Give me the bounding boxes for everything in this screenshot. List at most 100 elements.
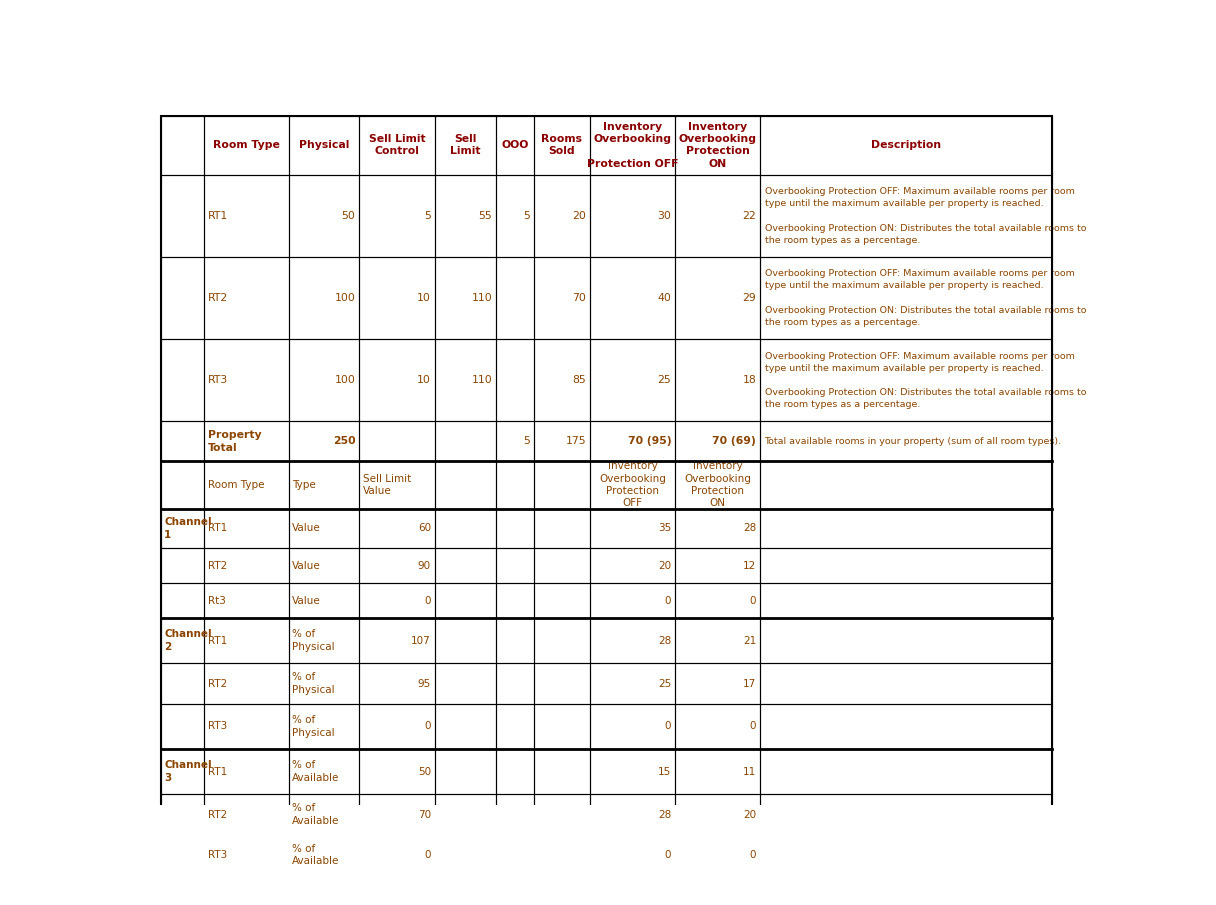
Bar xyxy=(204,749,288,795)
Text: RT1: RT1 xyxy=(208,523,227,533)
Text: RT3: RT3 xyxy=(208,376,227,386)
Text: RT1: RT1 xyxy=(208,211,227,221)
Text: 11: 11 xyxy=(743,767,756,776)
Bar xyxy=(435,834,496,875)
Bar xyxy=(675,834,760,875)
Bar xyxy=(162,509,204,548)
Text: 10: 10 xyxy=(417,376,430,386)
Bar xyxy=(590,749,675,795)
Text: 90: 90 xyxy=(418,561,430,571)
Bar xyxy=(360,509,435,548)
Text: Rt3: Rt3 xyxy=(208,595,225,605)
Bar xyxy=(288,704,360,749)
Text: 70: 70 xyxy=(418,809,430,820)
Bar xyxy=(675,749,760,795)
Text: 60: 60 xyxy=(418,523,430,533)
Bar xyxy=(360,663,435,704)
Bar xyxy=(534,795,590,834)
Bar xyxy=(534,749,590,795)
Text: Value: Value xyxy=(292,523,321,533)
Bar xyxy=(288,462,360,509)
Text: 20: 20 xyxy=(658,561,671,571)
Text: RT3: RT3 xyxy=(208,721,227,731)
Text: Inventory
Overbooking
Protection
ON: Inventory Overbooking Protection ON xyxy=(679,121,756,169)
Text: Overbooking Protection OFF: Maximum available rooms per room
type until the maxi: Overbooking Protection OFF: Maximum avai… xyxy=(765,187,1086,244)
Bar xyxy=(760,663,1052,704)
Bar xyxy=(360,462,435,509)
Bar xyxy=(496,509,534,548)
Text: 15: 15 xyxy=(658,767,671,776)
Text: 70 (95): 70 (95) xyxy=(627,436,671,446)
Text: Inventory
Overbooking
Protection
ON: Inventory Overbooking Protection ON xyxy=(685,462,750,509)
Bar xyxy=(288,548,360,583)
Bar xyxy=(534,257,590,339)
Bar xyxy=(360,749,435,795)
Text: 70: 70 xyxy=(573,293,586,303)
Bar xyxy=(675,339,760,422)
Bar xyxy=(162,704,204,749)
Text: RT1: RT1 xyxy=(208,767,227,776)
Bar xyxy=(496,175,534,257)
Bar xyxy=(496,422,534,462)
Bar xyxy=(496,583,534,618)
Text: OOO: OOO xyxy=(501,140,529,150)
Text: 10: 10 xyxy=(417,293,430,303)
Bar xyxy=(288,509,360,548)
Bar xyxy=(760,795,1052,834)
Bar xyxy=(162,257,204,339)
Bar xyxy=(162,834,204,875)
Bar xyxy=(590,795,675,834)
Bar xyxy=(760,834,1052,875)
Text: 50: 50 xyxy=(342,211,355,221)
Bar xyxy=(360,834,435,875)
Text: Sell Limit
Control: Sell Limit Control xyxy=(368,134,426,157)
Bar xyxy=(675,257,760,339)
Text: 35: 35 xyxy=(658,523,671,533)
Bar xyxy=(496,462,534,509)
Text: 250: 250 xyxy=(333,436,355,446)
Bar xyxy=(760,704,1052,749)
Bar xyxy=(496,548,534,583)
Bar xyxy=(496,704,534,749)
Bar xyxy=(435,795,496,834)
Bar xyxy=(204,795,288,834)
Bar xyxy=(675,618,760,663)
Bar xyxy=(534,548,590,583)
Bar xyxy=(534,663,590,704)
Bar xyxy=(288,422,360,462)
Text: 0: 0 xyxy=(424,850,430,860)
Bar xyxy=(435,583,496,618)
Bar xyxy=(675,462,760,509)
Bar xyxy=(590,663,675,704)
Bar xyxy=(496,749,534,795)
Bar xyxy=(162,339,204,422)
Bar xyxy=(590,462,675,509)
Bar xyxy=(288,257,360,339)
Bar xyxy=(760,462,1052,509)
Text: RT3: RT3 xyxy=(208,850,227,860)
Text: Property
Total: Property Total xyxy=(208,430,261,452)
Bar xyxy=(435,116,496,175)
Bar xyxy=(204,618,288,663)
Bar xyxy=(760,583,1052,618)
Text: 107: 107 xyxy=(411,635,430,645)
Text: % of
Physical: % of Physical xyxy=(292,715,336,738)
Bar xyxy=(162,548,204,583)
Text: 30: 30 xyxy=(658,211,671,221)
Bar xyxy=(204,663,288,704)
Text: Room Type: Room Type xyxy=(208,480,264,490)
Bar xyxy=(590,509,675,548)
Bar xyxy=(204,339,288,422)
Text: 25: 25 xyxy=(658,679,671,689)
Bar xyxy=(360,339,435,422)
Text: 85: 85 xyxy=(573,376,586,386)
Bar xyxy=(288,116,360,175)
Text: Channel
3: Channel 3 xyxy=(164,760,212,783)
Bar xyxy=(675,509,760,548)
Bar xyxy=(204,116,288,175)
Text: % of
Available: % of Available xyxy=(292,843,339,866)
Bar xyxy=(162,116,204,175)
Bar xyxy=(288,663,360,704)
Text: 5: 5 xyxy=(424,211,430,221)
Bar xyxy=(435,618,496,663)
